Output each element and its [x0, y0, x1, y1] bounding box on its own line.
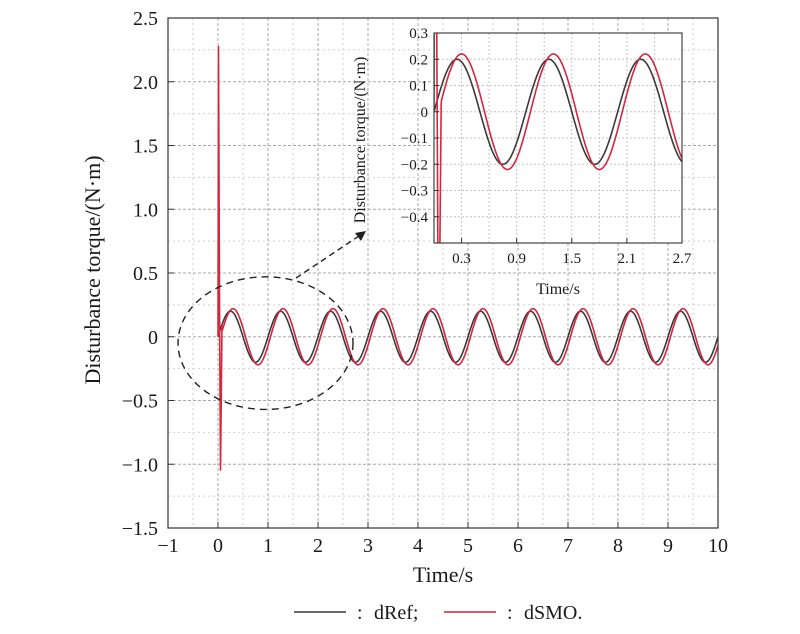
series-line-dsmo — [217, 46, 719, 471]
inset-y-tick-label: 0.1 — [409, 79, 428, 95]
inset-x-tick-label: 0.3 — [452, 251, 471, 267]
inset-y-axis-title: Disturbance torque/(N·m) — [352, 57, 369, 224]
x-tick-label: 6 — [513, 535, 523, 557]
main-ticks: −1 0 1 2 3 4 5 6 7 8 9 10 −1.5 −1.0 −0.5 0 0.5 1.0 1.5 2.0 2… — [122, 8, 728, 557]
main-series — [217, 46, 719, 471]
x-tick-label: −1 — [157, 535, 178, 557]
inset-x-tick-label: 1.5 — [562, 251, 581, 267]
annotation — [177, 231, 366, 411]
y-tick-label: 0.5 — [133, 263, 158, 285]
inset-ticks: 0.3 0.9 1.5 2.1 2.7 0.3 0.2 0.1 0 −0.1 −0.2 −0.3 −0.… — [401, 26, 692, 267]
inset-x-axis-title: Time/s — [536, 281, 580, 298]
zoom-ellipse — [177, 276, 354, 411]
zoom-arrow — [295, 233, 363, 279]
inset-series — [434, 33, 682, 243]
x-tick-label: 2 — [313, 535, 323, 557]
inset-y-tick-label: −0.4 — [401, 210, 429, 226]
x-tick-label: 4 — [413, 535, 423, 557]
inset-x-tick-label: 2.7 — [673, 251, 692, 267]
y-tick-label: 1.5 — [133, 136, 158, 158]
y-tick-label: 2.0 — [133, 72, 158, 94]
inset-y-tick-label: −0.1 — [401, 131, 428, 147]
inset-series-line-dsmo — [434, 33, 682, 243]
y-tick-label: −0.5 — [122, 391, 158, 413]
inset-y-tick-label: −0.2 — [401, 157, 428, 173]
y-tick-label: 0 — [148, 327, 158, 349]
x-tick-label: 0 — [213, 535, 223, 557]
inset-y-tick-label: 0.2 — [409, 52, 428, 68]
y-axis-title: Disturbance torque/(N·m) — [80, 155, 105, 384]
y-tick-label: 1.0 — [133, 199, 158, 221]
y-tick-label: −1.0 — [122, 454, 158, 476]
legend-label-dsmo: dSMO. — [524, 602, 582, 624]
x-tick-label: 7 — [563, 535, 573, 557]
legend-separator-dref: : — [352, 602, 368, 624]
legend-label-dref: dRef; — [374, 602, 418, 624]
y-tick-label: 2.5 — [133, 8, 158, 30]
series-line-dref — [217, 310, 719, 364]
x-axis-title: Time/s — [413, 562, 473, 587]
inset-x-tick-label: 2.1 — [618, 251, 637, 267]
inset-y-tick-label: −0.3 — [401, 184, 428, 200]
zoom-arrow-head — [355, 231, 366, 241]
x-tick-label: 10 — [708, 535, 728, 557]
inset-y-tick-label: 0 — [421, 105, 429, 121]
legend: : dRef; : dSMO. — [294, 602, 582, 624]
x-tick-label: 1 — [263, 535, 273, 557]
x-tick-label: 3 — [363, 535, 373, 557]
inset-x-tick-label: 0.9 — [507, 251, 526, 267]
x-tick-label: 8 — [613, 535, 623, 557]
x-tick-label: 9 — [663, 535, 673, 557]
inset-series-line-dref — [434, 58, 682, 166]
y-tick-label: −1.5 — [122, 518, 158, 540]
x-tick-label: 5 — [463, 535, 473, 557]
legend-separator-dsmo: : — [502, 602, 518, 624]
inset: 0.3 0.9 1.5 2.1 2.7 0.3 0.2 0.1 0 −0.1 −0.2 −0.3 −0.… — [352, 26, 692, 298]
inset-y-tick-label: 0.3 — [409, 26, 428, 42]
